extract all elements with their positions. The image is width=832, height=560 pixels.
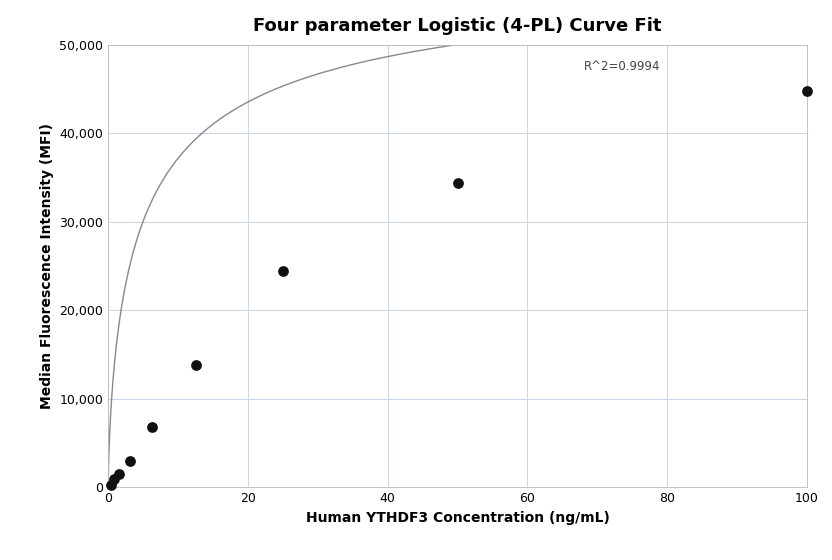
Point (451, 178, 464, 187)
Point (189, 361, 202, 370)
Title: Four parameter Logistic (4-PL) Curve Fit: Four parameter Logistic (4-PL) Curve Fit (254, 17, 661, 35)
Point (107, 475, 121, 484)
Point (146, 423, 159, 432)
Point (112, 469, 126, 478)
Point (123, 456, 136, 465)
Point (276, 267, 290, 276)
Point (800, 86, 814, 95)
Y-axis label: Median Fluorescence Intensity (MFI): Median Fluorescence Intensity (MFI) (40, 123, 54, 409)
X-axis label: Human YTHDF3 Concentration (ng/mL): Human YTHDF3 Concentration (ng/mL) (305, 511, 610, 525)
Text: R^2=0.9994: R^2=0.9994 (583, 60, 660, 73)
Point (104, 480, 117, 489)
